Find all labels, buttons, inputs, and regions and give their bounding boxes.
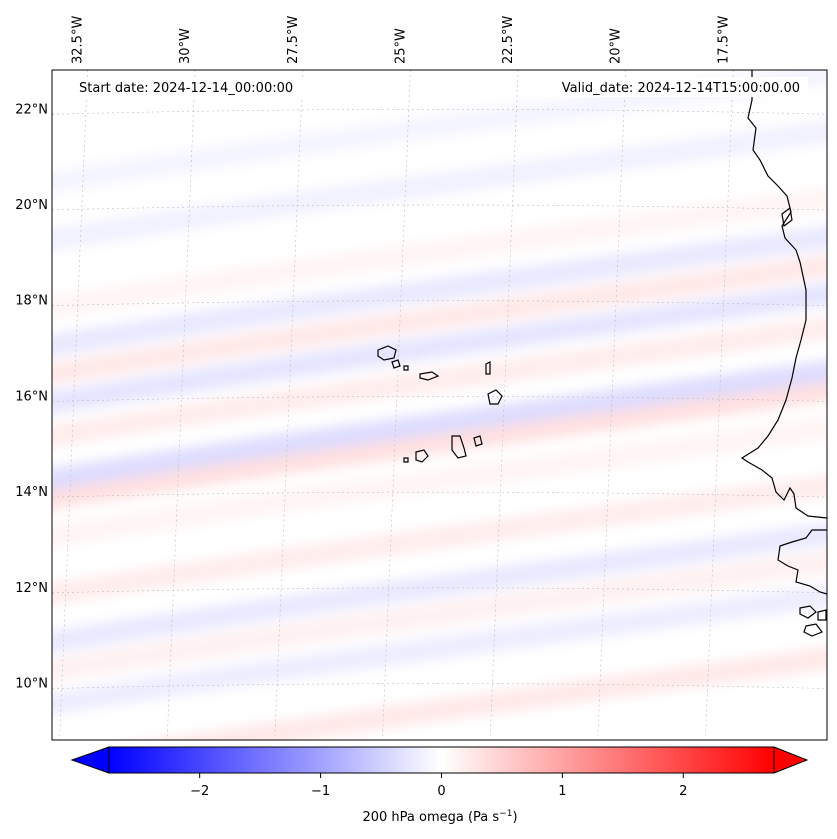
meridian-line xyxy=(597,70,627,740)
meridian-line xyxy=(489,70,519,740)
coastline-africa xyxy=(740,70,827,637)
lat-tick-label: 16°N xyxy=(15,389,48,404)
island-sao-nicolau xyxy=(419,371,440,381)
omega-band xyxy=(52,584,827,715)
island-brava xyxy=(403,457,409,463)
lat-tick-label: 20°N xyxy=(15,198,48,213)
omega-band xyxy=(52,254,827,385)
coastline-guinea xyxy=(777,529,827,595)
parallel-line xyxy=(52,108,827,115)
lon-tick-label: 20°W xyxy=(609,28,624,64)
parallel-line xyxy=(52,300,827,307)
lon-tick-label: 30°W xyxy=(178,28,193,64)
meridian-line xyxy=(705,70,734,740)
meridian-line xyxy=(274,70,304,740)
lon-tick-label: 32.5°W xyxy=(71,16,86,64)
omega-band xyxy=(52,187,827,318)
map-panel: Start date: 2024-12-14_00:00:00 Valid_da… xyxy=(51,69,828,741)
colorbar-body xyxy=(108,746,775,774)
omega-band xyxy=(52,70,827,194)
lat-tick-label: 10°N xyxy=(15,677,48,692)
island-fogo xyxy=(415,449,429,463)
omega-field xyxy=(52,70,827,740)
meridian-line xyxy=(382,70,411,740)
lon-tick-label: 25°W xyxy=(393,28,408,64)
coastline-mainland xyxy=(740,70,827,519)
omega-band xyxy=(52,551,827,682)
parallel-line xyxy=(52,204,827,211)
omega-band xyxy=(52,417,827,548)
lat-tick-label: 14°N xyxy=(15,485,48,500)
meridian-line xyxy=(166,70,196,740)
parallel-line xyxy=(52,587,827,594)
omega-band xyxy=(52,226,827,357)
gridlines xyxy=(52,70,827,740)
valid-date-label: Valid_date: 2024-12-14T15:00:00.00 xyxy=(562,81,800,96)
omega-band xyxy=(52,120,827,251)
coastline-archipelago xyxy=(799,605,827,637)
colorbar-tick-label: −2 xyxy=(190,784,209,799)
lon-tick-label: 27.5°W xyxy=(286,16,301,64)
parallel-line xyxy=(52,396,827,402)
colorbar-ticks: −2 −1 0 1 2 xyxy=(190,773,687,799)
parallel-line xyxy=(52,683,827,689)
island-boa-vista xyxy=(487,389,503,405)
omega-band xyxy=(52,360,827,491)
omega-band xyxy=(52,379,827,510)
lat-tick-label: 12°N xyxy=(15,581,48,596)
island-maio xyxy=(473,435,483,447)
colorbar-extend-left xyxy=(70,746,110,774)
meridian-line xyxy=(59,70,88,740)
omega-band xyxy=(52,283,827,414)
cape-verde-islands xyxy=(377,345,503,463)
lon-tick-label: 22.5°W xyxy=(501,16,516,64)
colorbar-tick-label: 1 xyxy=(558,784,566,799)
colorbar-title: 200 hPa omega (Pa s−1) xyxy=(362,809,517,825)
latitude-tick-labels: 10°N 12°N 14°N 16°N 18°N 20°N 22°N xyxy=(15,102,48,691)
omega-band xyxy=(149,647,827,740)
start-date-box xyxy=(72,77,312,97)
colorbar-tick-label: 0 xyxy=(437,784,445,799)
start-date-label: Start date: 2024-12-14_00:00:00 xyxy=(79,81,293,96)
omega-band xyxy=(52,474,827,605)
island-sal xyxy=(485,361,491,375)
lat-tick-label: 18°N xyxy=(15,294,48,309)
colorbar: −2 −1 0 1 2 200 hPa omega (Pa s−1) xyxy=(70,746,809,825)
island-santa-luzia xyxy=(403,365,409,371)
island-santiago xyxy=(451,435,467,459)
lat-tick-label: 22°N xyxy=(15,102,48,117)
colorbar-tick-label: 2 xyxy=(679,784,687,799)
parallel-line xyxy=(52,491,827,498)
lon-tick-label: 17.5°W xyxy=(716,16,731,64)
colorbar-tick-label: −1 xyxy=(311,784,330,799)
omega-band xyxy=(52,522,827,653)
longitude-tick-labels: 32.5°W 30°W 27.5°W 25°W 22.5°W 20°W 17.5°W xyxy=(71,16,732,64)
coastline-dakar xyxy=(781,206,793,228)
island-santo-antao xyxy=(377,345,397,361)
island-sao-vicente xyxy=(391,359,401,369)
colorbar-extend-right xyxy=(773,746,809,774)
valid-date-box xyxy=(538,77,808,97)
map-frame xyxy=(51,69,828,741)
omega-band xyxy=(52,316,827,447)
